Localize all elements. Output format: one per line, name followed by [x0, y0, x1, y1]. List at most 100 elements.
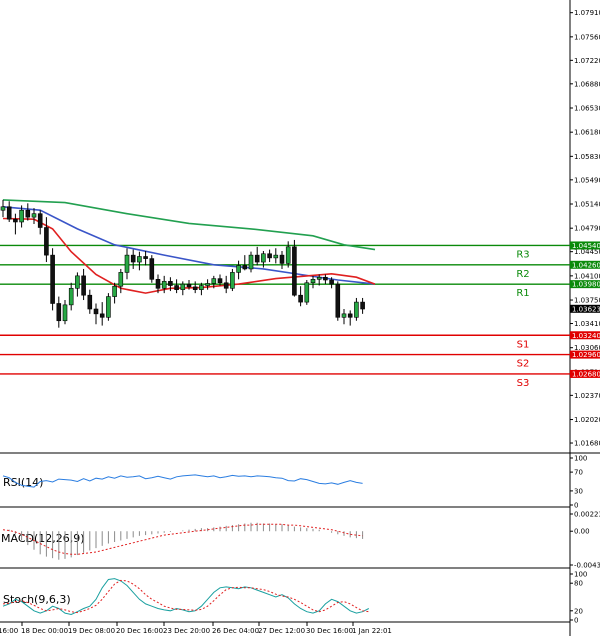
price-tick-label: 1.05830 — [574, 153, 600, 161]
candle-body — [31, 213, 37, 218]
candle-body — [81, 275, 86, 296]
candle-body — [168, 281, 173, 286]
price-tick-label: 1.03060 — [574, 344, 600, 352]
candle-body — [68, 287, 74, 306]
time-tick-label: 18 Dec 00:00 — [21, 627, 68, 635]
level-name: R1 — [516, 288, 529, 299]
level-price-tag — [570, 331, 600, 340]
time-tick-label: 27 Dec 12:00 — [258, 627, 305, 635]
indicator-tick-label: 0.00 — [574, 528, 590, 536]
price-tick-label: 1.03410 — [574, 320, 600, 328]
candle-body — [6, 206, 12, 220]
indicator-tick-label: 80 — [574, 580, 583, 588]
price-tick-label: 1.03750 — [574, 297, 600, 305]
stoch-title: Stoch(9,6,3) — [3, 593, 71, 606]
price-tick-label: 1.05490 — [574, 176, 600, 184]
candle-body — [248, 254, 254, 270]
candle-body — [292, 246, 297, 296]
candle-body — [304, 282, 310, 303]
time-tick-label: 23 Dec 20:00 — [163, 627, 210, 635]
candle-body — [13, 218, 18, 223]
candle-body — [205, 283, 210, 286]
candle-body — [112, 285, 117, 297]
level-price-label: 1.04260 — [572, 261, 600, 269]
level-price-label: 1.03980 — [572, 281, 600, 289]
support-resistance-levels: R3 1.04540 R2 1.04260 R1 1.03980 S1 1.03240 S2 1.… — [0, 241, 600, 389]
candle-body — [211, 278, 217, 284]
price-tick-label: 1.07560 — [574, 33, 600, 41]
candle-body — [323, 276, 328, 281]
candlesticks — [0, 199, 365, 328]
candle-body — [124, 254, 130, 273]
last-price-marker: 1.03623 — [570, 304, 600, 313]
time-tick-label: 20 Dec 16:00 — [116, 627, 163, 635]
candle-body — [44, 227, 49, 256]
time-tick-label: 19 Dec 08:00 — [68, 627, 115, 635]
candle-body — [174, 285, 179, 290]
candle-body — [273, 254, 279, 259]
candle-body — [236, 265, 241, 273]
macd-pane[interactable]: MACD(12,26,9) 0.002238 0.00 -0.00439 — [0, 511, 600, 570]
time-tick-label: 16:00 — [0, 627, 18, 635]
price-tick-label: 1.05140 — [574, 201, 600, 209]
candle-body — [118, 272, 124, 287]
level-price-tag — [570, 260, 600, 269]
candle-body — [93, 308, 99, 315]
indicator-tick-label: 0 — [574, 617, 578, 625]
price-tick-label: 1.06180 — [574, 129, 600, 137]
candle-body — [279, 254, 285, 264]
macd-title: MACD(12,26,9) — [1, 532, 85, 545]
moving-average-line — [2, 199, 376, 251]
last-price-label: 1.03623 — [572, 305, 600, 313]
candle-body — [161, 281, 167, 289]
indicator-tick-label: 0 — [574, 502, 578, 510]
time-tick-label: 30 Dec 16:00 — [306, 627, 353, 635]
candle-body — [242, 265, 248, 270]
level-name: S2 — [517, 359, 530, 370]
price-tick-label: 1.02020 — [574, 416, 600, 424]
candle-body — [298, 294, 303, 303]
candle-body — [37, 213, 43, 228]
candle-body — [347, 313, 353, 318]
level-name: S3 — [517, 378, 530, 389]
candle-body — [62, 304, 68, 322]
price-tick-label: 1.04100 — [574, 272, 600, 280]
candle-body — [143, 256, 148, 259]
rsi-pane[interactable]: RSI(14) 100 70 30 0 — [0, 455, 587, 510]
macd-signal-line — [2, 523, 363, 555]
indicator-tick-label: 20 — [574, 607, 583, 615]
price-tick-label: 1.04450 — [574, 248, 600, 256]
indicator-tick-label: 100 — [574, 571, 587, 579]
price-tick-label: 1.06880 — [574, 80, 600, 88]
candle-body — [19, 209, 24, 223]
indicator-tick-label: 70 — [574, 469, 583, 477]
price-tick-label: 1.02370 — [574, 392, 600, 400]
candle-body — [230, 272, 235, 289]
level-price-label: 1.03240 — [572, 332, 600, 340]
macd-plot: 0.002238 0.00 -0.00439 — [2, 511, 600, 570]
candle-body — [180, 283, 186, 290]
rsi-title: RSI(14) — [3, 476, 43, 489]
candle-body — [335, 283, 341, 318]
level-name: S1 — [517, 339, 530, 350]
candle-body — [316, 276, 322, 280]
candle-body — [56, 303, 62, 322]
level-price-tag — [570, 350, 600, 359]
candle-body — [192, 286, 198, 290]
indicator-tick-label: 30 — [574, 487, 583, 495]
level-price-tag — [570, 241, 600, 250]
price-tick-label: 1.07220 — [574, 57, 600, 65]
rsi-line: 100 70 30 0 — [2, 455, 587, 510]
candle-body — [267, 253, 272, 259]
candle-body — [186, 283, 192, 288]
candle-body — [155, 279, 161, 289]
stoch-k-line — [2, 578, 370, 616]
candle-body — [223, 282, 229, 289]
candle-body — [99, 313, 105, 318]
candle-body — [261, 253, 266, 263]
